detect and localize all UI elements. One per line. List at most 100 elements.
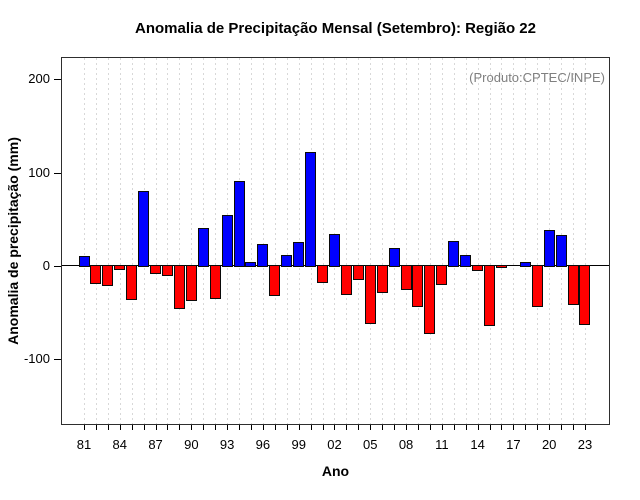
grid-line <box>155 58 157 424</box>
x-axis-tick <box>84 425 85 430</box>
grid-line <box>215 58 217 424</box>
x-tick-label: 81 <box>76 437 92 452</box>
x-tick-label: 96 <box>255 437 271 452</box>
x-axis-tick <box>501 425 503 430</box>
bar-negative <box>424 265 436 335</box>
grid-line <box>489 58 491 424</box>
bar-positive <box>233 181 245 267</box>
x-axis-tick <box>382 425 384 430</box>
grid-line <box>167 58 169 424</box>
bar-negative <box>317 265 329 283</box>
x-axis-tick <box>227 425 229 430</box>
x-axis-tick <box>406 425 408 430</box>
grid-line <box>191 58 193 424</box>
bar-negative <box>531 265 543 308</box>
grid-line <box>477 58 479 424</box>
grid-line <box>322 58 324 424</box>
x-axis-tick <box>465 425 467 430</box>
x-tick-label: 08 <box>398 437 414 452</box>
bar-negative <box>185 265 197 301</box>
grid-line <box>584 58 586 424</box>
bar-negative <box>150 265 162 274</box>
x-axis-tick <box>167 425 169 430</box>
x-tick-label: 93 <box>219 437 235 452</box>
bar-positive <box>138 191 150 267</box>
x-axis-tick <box>155 425 157 430</box>
grid-line <box>179 58 181 424</box>
grid-line <box>250 58 252 424</box>
x-tick-label: 90 <box>184 437 199 452</box>
bar-positive <box>305 152 317 267</box>
bar-negative <box>412 265 424 308</box>
x-axis-tick <box>298 425 300 430</box>
x-tick-label: 87 <box>148 437 163 452</box>
grid-line <box>370 58 372 424</box>
bar-positive <box>448 240 460 267</box>
bar-positive <box>328 234 340 267</box>
x-tick-label: 17 <box>506 437 521 452</box>
x-axis-tick <box>358 425 360 430</box>
bar-negative <box>484 265 496 326</box>
x-axis-tick <box>417 425 419 430</box>
x-tick-label: 02 <box>327 437 342 452</box>
bar-positive <box>221 214 233 267</box>
x-axis-tick <box>250 425 252 430</box>
y-tick-label: 0 <box>42 258 50 273</box>
grid-line <box>441 58 443 424</box>
x-axis-tick <box>525 425 527 430</box>
bar-negative <box>400 265 412 291</box>
bar-negative <box>90 265 102 284</box>
x-axis-tick <box>179 425 181 430</box>
bar-negative <box>161 265 173 277</box>
bar-negative <box>495 265 507 268</box>
bar-positive <box>245 262 257 267</box>
grid-line <box>262 58 264 424</box>
y-axis-tick <box>54 172 61 174</box>
bar-positive <box>519 262 531 267</box>
grid-line <box>429 58 431 424</box>
grid-line <box>394 58 396 424</box>
y-tick-label: 200 <box>28 71 50 87</box>
bar-negative <box>269 265 281 296</box>
grid-line <box>274 58 276 424</box>
x-axis-tick <box>549 425 551 430</box>
bar-negative <box>567 265 579 306</box>
x-axis-tick <box>394 425 396 430</box>
x-axis-tick <box>561 425 563 430</box>
chart-title: Anomalia de Precipitação Mensal (Setembr… <box>135 20 536 37</box>
x-axis-tick <box>441 425 443 430</box>
bar-negative <box>102 265 114 286</box>
bar-negative <box>376 265 388 294</box>
x-tick-label: 11 <box>435 437 449 452</box>
x-axis-tick <box>131 425 133 430</box>
grid-line <box>119 58 121 424</box>
y-axis-tick <box>54 266 61 267</box>
x-axis-tick <box>239 425 241 430</box>
grid-line <box>358 58 360 424</box>
bar-positive <box>460 254 472 267</box>
x-axis-tick <box>573 425 575 430</box>
x-axis-tick <box>286 425 288 430</box>
bar-negative <box>340 265 352 295</box>
x-axis-tick <box>429 425 431 430</box>
x-axis-tick <box>346 425 348 430</box>
x-axis-tick <box>107 425 109 430</box>
product-annotation: (Produto:CPTEC/INPE) <box>469 70 605 85</box>
bar-negative <box>126 265 138 300</box>
x-axis-tick <box>584 425 586 430</box>
bar-positive <box>78 255 90 267</box>
x-axis-tick <box>119 425 121 430</box>
grid-line <box>298 58 300 424</box>
x-axis-tick <box>370 425 372 430</box>
bar-negative <box>352 265 364 281</box>
x-axis-tick <box>215 425 217 430</box>
bar-positive <box>555 235 567 267</box>
grid-line <box>107 58 109 424</box>
x-axis-tick <box>262 425 264 430</box>
bar-positive <box>388 248 400 267</box>
y-tick-label: 100 <box>28 164 50 180</box>
bar-negative <box>364 265 376 324</box>
grid-line <box>465 58 467 424</box>
grid-line <box>525 58 527 424</box>
grid-line <box>95 58 97 424</box>
